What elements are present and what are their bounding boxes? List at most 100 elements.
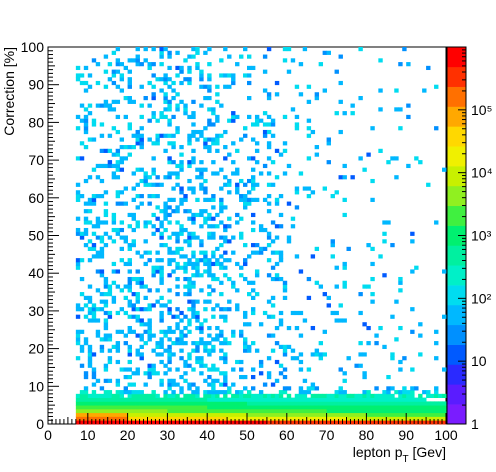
heatmap-cell [434,84,439,89]
heatmap-cell [266,273,272,278]
heatmap-cell [79,258,85,263]
heatmap-cell [211,390,216,395]
heatmap-cell [398,367,403,372]
heatmap-cell [75,194,81,199]
heatmap-cell [123,341,128,346]
heatmap-cell [199,133,204,138]
heatmap-cell [199,356,204,361]
heatmap-cell [167,356,172,361]
heatmap-cell [334,284,339,289]
heatmap-cell [211,235,216,240]
heatmap-cell [219,254,224,259]
heatmap-cell [175,50,180,55]
heatmap-cell [123,412,128,417]
heatmap-cell [199,416,204,421]
heatmap-cell [143,250,148,255]
y-tick-label: 100 [21,39,45,55]
heatmap-cell [179,405,184,410]
heatmap-cell [231,329,236,334]
heatmap-cell [147,258,152,263]
heatmap-cell [258,401,264,406]
heatmap-cell [386,386,391,391]
x-tick-label: 10 [80,427,96,443]
heatmap-cell [338,386,343,391]
heatmap-cell [111,73,117,78]
heatmap-cell [278,363,284,368]
heatmap-cell [394,408,399,414]
heatmap-cell [378,148,383,153]
heatmap-cell [115,129,121,135]
heatmap-cell [322,397,327,402]
heatmap-cell [87,73,93,78]
heatmap-cell [167,118,172,123]
heatmap-cell [247,114,252,120]
heatmap-cell [370,412,375,417]
heatmap-cell [135,276,140,282]
heatmap-cell [195,212,200,218]
heatmap-cell [426,401,431,406]
heatmap-cell [418,405,423,410]
heatmap-cell [266,129,272,135]
heatmap-cell [398,412,403,417]
heatmap-cell [314,393,320,399]
heatmap-cell [302,390,308,395]
heatmap-cell [227,182,232,187]
heatmap-cell [239,393,244,399]
heatmap-cell [227,408,232,414]
heatmap-cell [163,371,168,376]
heatmap-cell [95,288,101,293]
heatmap-cell [318,284,324,289]
heatmap-cell [258,416,264,421]
heatmap-cell [207,292,212,297]
heatmap-cell [306,397,312,402]
heatmap-cell [107,397,113,402]
heatmap-cell [382,420,387,425]
heatmap-cell [266,47,272,52]
heatmap-cell [262,310,268,316]
heatmap-cell [115,69,121,74]
heatmap-cell [107,378,113,383]
heatmap-cell [203,220,208,225]
heatmap-cell [127,416,132,421]
heatmap-cell [247,397,252,402]
heatmap-cell [171,393,176,399]
heatmap-cell [274,359,280,365]
heatmap-cell [203,420,208,425]
heatmap-cell [167,50,172,55]
heatmap-cell [278,420,284,425]
heatmap-cell [250,420,256,425]
heatmap-cell [79,416,85,421]
heatmap-cell [262,246,268,251]
heatmap-cell [179,152,184,157]
color-scale-segment [447,245,466,266]
heatmap-cell [250,167,256,172]
heatmap-cell [382,416,387,421]
heatmap-cell [155,141,160,146]
heatmap-cell [179,65,184,71]
heatmap-cell [139,420,144,425]
heatmap-cell [306,126,312,131]
heatmap-cell [203,84,208,89]
heatmap-cell [163,77,168,82]
heatmap-cell [306,194,312,199]
heatmap-cell [418,397,423,402]
heatmap-cell [422,416,427,421]
heatmap-cell [163,420,168,425]
heatmap-cell [322,408,327,414]
heatmap-cell [247,390,252,395]
heatmap-cell [262,163,268,169]
heatmap-cell [219,314,224,319]
heatmap-cell [406,408,411,414]
heatmap-cell [370,416,375,421]
heatmap-cell [378,58,383,63]
heatmap-cell [282,288,288,293]
heatmap-cell [99,348,105,353]
heatmap-cell [115,175,121,180]
heatmap-cell [338,99,343,104]
heatmap-cell [195,390,200,395]
heatmap-cell [211,250,216,255]
heatmap-cell [163,363,168,368]
heatmap-cell [282,386,288,391]
heatmap-cell [107,77,113,82]
heatmap-cell [159,329,164,334]
